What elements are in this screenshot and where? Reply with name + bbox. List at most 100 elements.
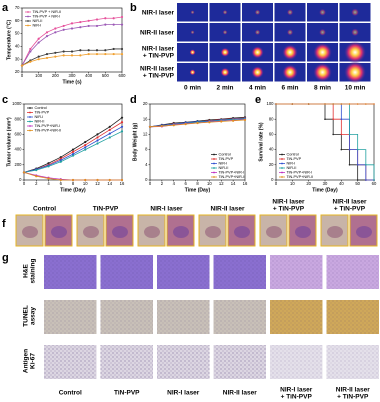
histology-texture xyxy=(213,255,266,289)
data-point xyxy=(96,136,99,139)
y-tick-label: 60 xyxy=(15,18,20,23)
data-point xyxy=(104,23,107,26)
data-point xyxy=(120,178,124,182)
legend-marker xyxy=(281,167,283,169)
x-tick-label: 12 xyxy=(219,181,224,186)
data-point xyxy=(332,103,334,105)
data-point xyxy=(37,41,40,44)
data-point xyxy=(96,142,99,145)
legend-marker xyxy=(29,125,31,127)
data-point xyxy=(108,132,111,135)
x-tick-label: 20 xyxy=(306,181,311,186)
x-axis-label: Time (Day) xyxy=(312,187,338,193)
data-point xyxy=(340,133,343,136)
legend-marker xyxy=(27,11,29,13)
legend-marker xyxy=(281,171,283,174)
legend-label: TiN-PVP xyxy=(219,157,234,161)
legend-label: NIR-II xyxy=(219,166,229,170)
data-point xyxy=(112,17,115,20)
row-label: assay xyxy=(30,307,37,325)
x-tick-label: 200 xyxy=(52,73,60,78)
histology-texture xyxy=(270,255,323,289)
data-point xyxy=(47,165,50,168)
label-line: NIR-II laser xyxy=(140,30,174,37)
tumor-region xyxy=(327,226,343,238)
x-tick-label: 14 xyxy=(107,181,112,186)
x-tick-label: 40 xyxy=(339,181,344,186)
data-point xyxy=(108,178,111,182)
data-point xyxy=(59,156,62,159)
tumor-region xyxy=(112,226,128,238)
data-point xyxy=(365,164,367,166)
data-point xyxy=(120,47,124,51)
legend-label: TiN-PVP+NIR-I xyxy=(35,124,61,128)
y-tick-label: 100 xyxy=(267,101,275,106)
label-line: + TiN-PVP xyxy=(143,73,175,80)
y-tick-label: 8 xyxy=(145,147,148,152)
y-axis-label: Body Weight (g) xyxy=(132,123,138,162)
data-point xyxy=(120,23,124,26)
data-point xyxy=(108,128,111,131)
legend-marker xyxy=(213,162,215,165)
hot-spot xyxy=(313,42,332,62)
data-point xyxy=(29,50,32,53)
panel-letter: b xyxy=(130,2,137,14)
y-tick-label: 12 xyxy=(143,132,148,137)
label-line: NIR-I laser xyxy=(280,387,313,394)
data-point xyxy=(373,103,375,105)
label-line: + TiN-PVP xyxy=(143,53,175,60)
histology-texture xyxy=(326,345,379,379)
tumor-region xyxy=(266,226,282,238)
legend-marker xyxy=(281,153,283,156)
data-point xyxy=(356,148,359,151)
x-tick-label: 6 xyxy=(184,181,187,186)
y-tick-label: 400 xyxy=(15,147,23,152)
y-tick-label: 800 xyxy=(15,116,23,121)
data-point xyxy=(84,140,87,144)
legend-label: NIR-II xyxy=(33,19,43,23)
hot-spot xyxy=(189,69,196,76)
tumor-region xyxy=(51,226,67,238)
hot-spot xyxy=(286,29,294,36)
data-point xyxy=(356,164,359,166)
data-point xyxy=(71,148,75,151)
data-point xyxy=(96,178,99,182)
column-label: 6 min xyxy=(282,85,299,92)
x-tick-label: 10 xyxy=(290,181,295,186)
data-point xyxy=(54,55,57,58)
column-label: 8 min xyxy=(314,85,331,92)
hot-spot xyxy=(318,28,327,36)
x-tick-label: 16 xyxy=(243,181,248,186)
data-point xyxy=(87,52,90,56)
legend-marker xyxy=(29,120,31,123)
hot-spot xyxy=(220,47,230,57)
histology-texture xyxy=(44,255,97,289)
data-point xyxy=(365,179,367,181)
tumor-region xyxy=(234,226,250,238)
y-tick-label: 70 xyxy=(15,5,20,10)
x-tick-label: 2 xyxy=(161,181,164,186)
data-point xyxy=(96,139,99,142)
data-point xyxy=(45,31,49,34)
legend-marker xyxy=(27,24,29,27)
tumor-region xyxy=(144,226,160,238)
data-point xyxy=(59,157,62,160)
data-point xyxy=(332,133,334,136)
legend-marker xyxy=(281,176,283,178)
legend-label: TiN-PVP+NIR-II xyxy=(219,175,246,179)
data-point xyxy=(340,103,343,105)
label-line: NIR-II laser xyxy=(336,387,370,394)
data-point xyxy=(37,55,40,58)
data-point xyxy=(243,118,247,122)
data-point xyxy=(71,150,75,153)
x-tick-label: 60 xyxy=(372,181,377,186)
data-point xyxy=(108,136,111,139)
legend-marker xyxy=(213,158,215,160)
x-tick-label: 0 xyxy=(21,73,24,78)
data-point xyxy=(71,154,75,157)
panel-letter: g xyxy=(2,252,9,264)
hot-spot xyxy=(344,61,367,84)
tumor-region xyxy=(295,226,311,238)
x-tick-label: 100 xyxy=(35,73,43,78)
